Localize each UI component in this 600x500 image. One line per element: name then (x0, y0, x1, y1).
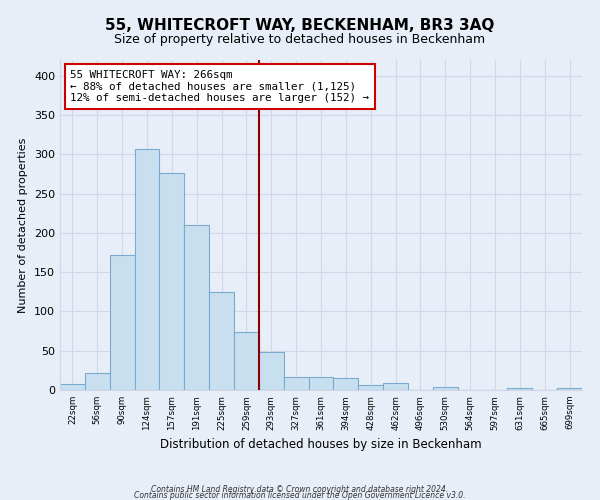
Text: Size of property relative to detached houses in Beckenham: Size of property relative to detached ho… (115, 32, 485, 46)
Y-axis label: Number of detached properties: Number of detached properties (19, 138, 28, 312)
Bar (85, 372, 110, 390)
Bar (358, 386, 383, 390)
Text: Contains HM Land Registry data © Crown copyright and database right 2024.: Contains HM Land Registry data © Crown c… (151, 485, 449, 494)
Bar (110, 255, 134, 390)
Bar (508, 388, 532, 390)
Bar (134, 149, 160, 390)
Bar (334, 378, 358, 390)
Bar (259, 352, 284, 390)
Bar (557, 388, 582, 390)
Bar (308, 378, 334, 390)
Bar (184, 225, 209, 390)
Bar (383, 383, 408, 390)
Bar (60, 384, 85, 390)
Text: 55 WHITECROFT WAY: 266sqm
← 88% of detached houses are smaller (1,125)
12% of se: 55 WHITECROFT WAY: 266sqm ← 88% of detac… (70, 70, 370, 103)
Bar (284, 378, 308, 390)
Text: Contains public sector information licensed under the Open Government Licence v3: Contains public sector information licen… (134, 491, 466, 500)
Bar (433, 387, 458, 390)
Text: 55, WHITECROFT WAY, BECKENHAM, BR3 3AQ: 55, WHITECROFT WAY, BECKENHAM, BR3 3AQ (106, 18, 494, 32)
X-axis label: Distribution of detached houses by size in Beckenham: Distribution of detached houses by size … (160, 438, 482, 451)
Bar (209, 292, 234, 390)
Bar (234, 332, 259, 390)
Bar (160, 173, 184, 390)
